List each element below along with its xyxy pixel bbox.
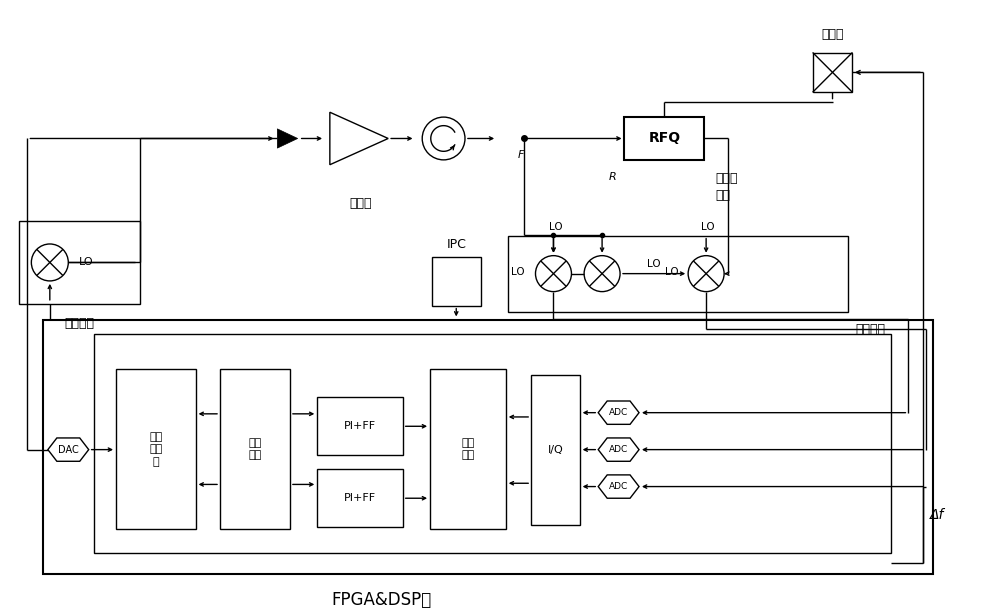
- Text: PI+FF: PI+FF: [344, 421, 376, 431]
- Bar: [19, 221, 140, 304]
- Text: ADC: ADC: [609, 445, 628, 454]
- Text: 矩阵
旋转: 矩阵 旋转: [461, 438, 475, 460]
- Text: 腔体水: 腔体水: [821, 28, 844, 42]
- Text: FPGA&DSP板: FPGA&DSP板: [331, 591, 431, 609]
- Text: RFQ: RFQ: [648, 131, 680, 145]
- Polygon shape: [277, 129, 298, 148]
- Bar: [508, 236, 848, 312]
- Bar: [220, 369, 290, 529]
- Text: LO: LO: [665, 266, 679, 277]
- Text: PI+FF: PI+FF: [344, 493, 376, 503]
- Text: ADC: ADC: [609, 482, 628, 491]
- Text: LO: LO: [79, 257, 94, 268]
- Text: F: F: [517, 150, 524, 160]
- Bar: [813, 53, 852, 92]
- Text: 数控
振荡
器: 数控 振荡 器: [149, 432, 162, 467]
- Text: LO: LO: [549, 222, 562, 232]
- Text: LO: LO: [701, 222, 715, 232]
- Text: 腔场拾
取器: 腔场拾 取器: [716, 172, 738, 202]
- Text: ADC: ADC: [609, 408, 628, 417]
- Text: I/Q: I/Q: [548, 445, 563, 455]
- Bar: [624, 117, 704, 160]
- Bar: [317, 469, 403, 527]
- Bar: [432, 257, 481, 306]
- Text: LO: LO: [511, 266, 524, 277]
- Text: DAC: DAC: [58, 445, 79, 455]
- Text: R: R: [609, 172, 617, 181]
- Text: 上变频器: 上变频器: [64, 317, 94, 331]
- Bar: [116, 369, 196, 529]
- Text: 下变频器: 下变频器: [856, 323, 886, 336]
- Bar: [531, 375, 580, 525]
- Text: 矩阵
旋转: 矩阵 旋转: [248, 438, 262, 460]
- Text: IPC: IPC: [446, 238, 466, 251]
- Bar: [317, 397, 403, 455]
- Text: LO: LO: [647, 259, 661, 269]
- Text: Δf: Δf: [930, 508, 944, 522]
- Bar: [430, 369, 506, 529]
- Bar: [94, 334, 891, 553]
- Bar: [43, 320, 933, 574]
- Text: 速调管: 速调管: [350, 197, 372, 210]
